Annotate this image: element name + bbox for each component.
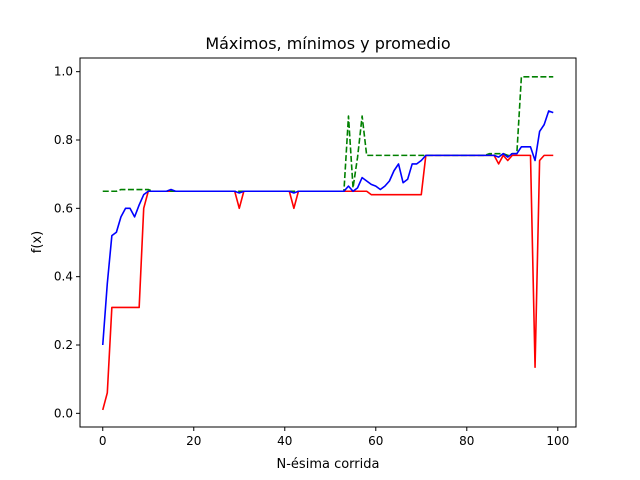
y-tick-label: 0.2 [54, 338, 73, 352]
x-tick-label: 40 [277, 434, 292, 448]
x-tick-label: 0 [99, 434, 107, 448]
y-tick-label: 1.0 [54, 65, 73, 79]
plot-frame [79, 57, 577, 428]
y-tick-label: 0.8 [54, 133, 73, 147]
x-tick-label: 60 [368, 434, 383, 448]
series-line-2 [101, 110, 554, 346]
y-tick-label: 0.4 [54, 270, 73, 284]
x-tick-label: 20 [186, 434, 201, 448]
y-tick-label: 0.6 [54, 201, 73, 215]
x-tick-label: 80 [459, 434, 474, 448]
x-axis-label: N-ésima corrida [277, 457, 380, 472]
x-tick-label: 100 [546, 434, 569, 448]
y-axis: 0.0 0.2 0.4 0.6 0.8 1.0 [54, 65, 80, 420]
y-axis-label: f(x) [30, 231, 45, 253]
series-layer [101, 75, 554, 411]
chart-title: Máximos, mínimos y promedio [205, 34, 450, 53]
y-tick-label: 0.0 [54, 406, 73, 420]
x-axis: 0 20 40 60 80 100 [99, 427, 569, 448]
